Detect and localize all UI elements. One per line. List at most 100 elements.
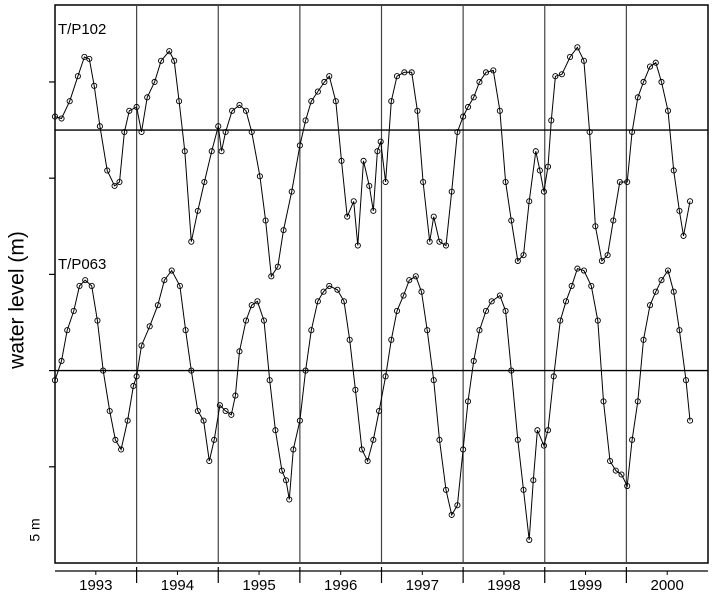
data-point	[215, 123, 222, 130]
data-point	[382, 178, 389, 186]
data-point	[634, 94, 641, 101]
data-point	[448, 511, 455, 518]
data-point	[540, 442, 547, 449]
data-point	[557, 317, 564, 324]
data-point	[229, 107, 236, 114]
data-point	[616, 178, 623, 186]
data-point	[176, 98, 183, 105]
data-point	[430, 377, 437, 384]
data-point	[340, 298, 348, 305]
x-tick-label: 1997	[406, 577, 439, 594]
data-point	[502, 307, 509, 314]
data-point	[496, 292, 503, 299]
data-point	[352, 386, 359, 393]
data-point	[194, 207, 201, 214]
data-point	[344, 213, 351, 220]
data-point	[490, 67, 497, 74]
data-point	[502, 178, 509, 186]
data-point	[544, 163, 552, 170]
data-point	[464, 103, 472, 111]
data-point	[111, 182, 118, 189]
data-point	[262, 217, 269, 224]
data-point	[558, 71, 565, 78]
data-point	[374, 148, 381, 155]
data-point	[508, 367, 515, 374]
data-point	[629, 128, 636, 136]
data-point	[676, 207, 683, 214]
data-point	[470, 357, 477, 365]
data-point	[652, 288, 659, 295]
x-tick-label: 1998	[487, 577, 520, 594]
data-point	[442, 486, 450, 493]
data-point	[664, 267, 672, 274]
data-point	[248, 128, 255, 136]
data-point	[426, 238, 433, 245]
data-point	[624, 178, 631, 186]
data-point	[266, 377, 273, 384]
data-point	[350, 198, 357, 205]
series-label: T/P102	[58, 21, 106, 38]
data-point	[412, 273, 419, 280]
x-tick-label: 1995	[242, 577, 275, 594]
data-point	[104, 167, 111, 174]
data-point	[393, 307, 401, 314]
data-point	[448, 188, 455, 195]
data-point	[228, 411, 235, 418]
data-point	[370, 436, 377, 443]
data-point	[562, 298, 570, 305]
data-point	[594, 317, 601, 324]
series-line	[54, 46, 691, 278]
data-point	[200, 417, 207, 424]
data-point	[100, 367, 107, 374]
x-tick-label: 1999	[569, 577, 602, 594]
data-point	[146, 323, 153, 330]
data-point	[568, 282, 575, 289]
data-point	[302, 117, 309, 124]
data-point	[74, 73, 81, 80]
data-point	[382, 373, 389, 380]
data-point	[646, 302, 654, 309]
data-point	[652, 59, 659, 66]
data-point	[290, 446, 297, 453]
data-point	[460, 113, 467, 120]
x-tick-label: 1994	[161, 577, 194, 594]
data-point	[612, 467, 619, 474]
scale-label: 5 m	[27, 518, 43, 541]
data-point	[634, 398, 641, 405]
data-point	[536, 167, 543, 174]
data-point	[580, 57, 587, 64]
data-point	[686, 198, 694, 205]
data-point	[610, 217, 617, 224]
data-point	[400, 292, 407, 299]
data-point	[658, 277, 665, 284]
data-point	[278, 467, 285, 474]
data-point	[664, 107, 672, 114]
data-point	[530, 477, 537, 484]
data-point	[670, 288, 677, 295]
data-point	[607, 457, 614, 465]
data-point	[388, 336, 395, 343]
data-point	[360, 157, 367, 164]
data-point	[58, 357, 65, 365]
data-point	[600, 398, 607, 405]
data-point	[430, 213, 437, 220]
data-point	[256, 173, 263, 180]
data-point	[574, 265, 581, 272]
data-point	[211, 436, 218, 443]
data-point	[86, 55, 93, 62]
series-line	[54, 267, 691, 540]
data-point	[544, 427, 552, 434]
data-point	[218, 148, 225, 155]
data-point	[166, 48, 173, 55]
data-point	[482, 307, 490, 314]
data-point	[326, 282, 333, 289]
x-tick-label: 1993	[79, 577, 112, 594]
data-point	[288, 188, 295, 195]
data-point	[358, 446, 365, 453]
data-point	[321, 78, 328, 86]
data-point	[121, 128, 128, 136]
data-point	[314, 88, 321, 95]
data-point	[154, 302, 161, 309]
data-point	[408, 69, 415, 76]
data-point	[188, 367, 195, 374]
